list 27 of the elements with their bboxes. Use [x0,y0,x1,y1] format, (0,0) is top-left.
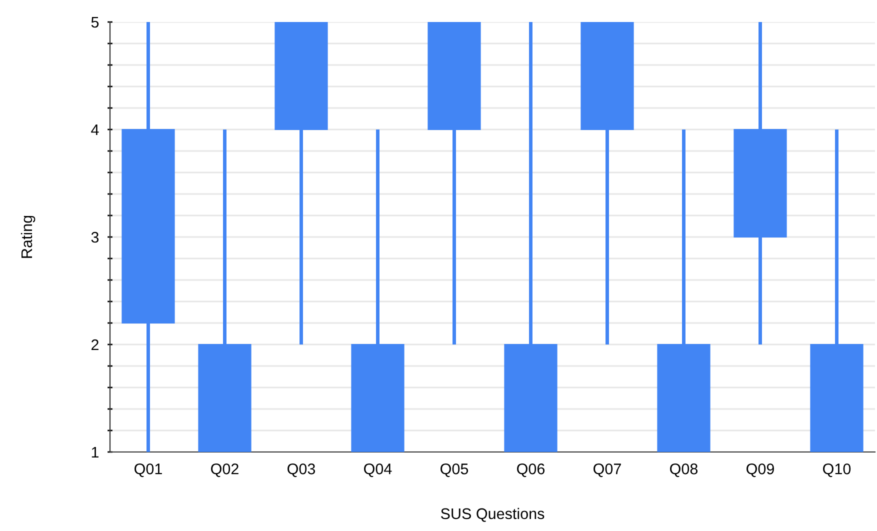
x-tick-label: Q02 [211,464,238,478]
candlestick [351,130,404,452]
x-axis-title: SUS Questions [440,508,544,522]
candlestick [810,130,864,452]
candlestick [428,22,481,344]
y-axis-title: Rating [20,216,36,258]
y-tick-label: 1 [92,447,98,458]
candlestick [580,22,634,344]
x-tick-label: Q07 [594,464,621,478]
x-tick-label: Q04 [364,464,392,478]
x-tick-label: Q01 [134,464,162,478]
y-tick-label: 3 [91,232,99,243]
candlestick [657,130,710,452]
y-tick-label: 2 [92,339,98,350]
x-tick-label: Q03 [288,464,316,478]
candlestick [198,130,252,452]
x-tick-label: Q10 [823,464,851,478]
y-tick-label: 5 [91,17,99,28]
x-tick-label: Q05 [440,464,468,478]
y-tick-label: 4 [91,124,99,136]
candlestick [122,22,175,452]
candlestick [734,22,787,344]
x-tick-label: Q06 [517,464,545,478]
candlestick [504,22,558,452]
x-tick-label: Q09 [746,464,774,478]
x-tick-label: Q08 [670,464,698,478]
candlestick [274,22,328,344]
